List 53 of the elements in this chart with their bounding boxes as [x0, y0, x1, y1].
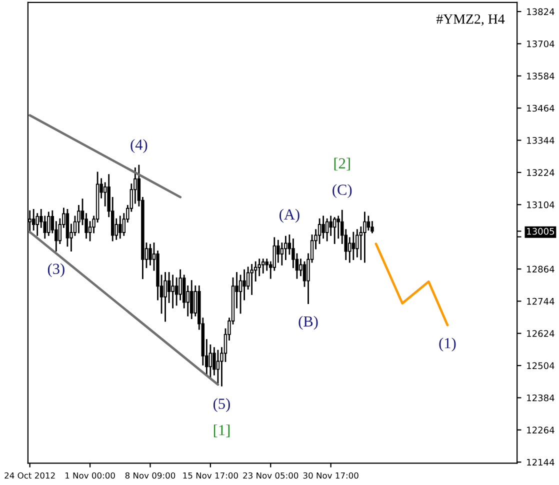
y-tick-label: 12864	[527, 266, 554, 273]
candlestick	[366, 216, 370, 231]
candlestick	[302, 261, 306, 287]
y-tick-label: 12384	[527, 394, 554, 402]
x-tick-label: 15 Nov 17:00	[183, 472, 238, 479]
candlestick	[171, 274, 174, 308]
y-tick-label: 13704	[527, 40, 554, 48]
candlestick	[329, 216, 332, 236]
annotation: [1]	[214, 424, 230, 438]
annotation: (A)	[280, 208, 300, 223]
y-tick-label: 12744	[527, 298, 554, 305]
y-tick-label: 13224	[527, 169, 554, 176]
y-tick-label: 12144	[527, 458, 554, 466]
line-series	[374, 242, 449, 326]
y-tick-label: 13104	[527, 201, 554, 208]
candlestick	[174, 277, 178, 306]
y-tick-label: 12264	[527, 426, 554, 434]
annotation: (C)	[332, 184, 352, 198]
x-tick-label: 23 Nov 05:00	[243, 472, 298, 479]
annotation: (1)	[439, 338, 456, 352]
candlestick	[356, 229, 359, 258]
candlestick	[261, 258, 265, 274]
x-tick-label: 8 Nov 09:00	[125, 472, 176, 479]
annotation: [2]	[334, 158, 350, 170]
annotation: (B)	[298, 316, 318, 330]
text: #YMZ2, H4	[436, 14, 505, 26]
candlestick	[47, 212, 50, 236]
annotation: (4)	[130, 139, 148, 153]
candlestick	[325, 218, 329, 242]
x-tick-label: 30 Nov 17:00	[303, 472, 358, 479]
y-tick-label: 13344	[527, 137, 554, 144]
candlestick	[36, 213, 39, 236]
candlestick	[164, 272, 167, 322]
candlestick	[118, 216, 122, 239]
annotation: (3)	[48, 263, 64, 278]
candlestick	[322, 216, 325, 239]
candlestick	[363, 212, 366, 263]
candlestick	[332, 217, 336, 244]
y-tick-label: 13005	[527, 228, 554, 235]
y-tick-label: 13584	[527, 72, 554, 80]
y-tick-label: 12504	[527, 362, 554, 370]
y-tick-label: 13824	[527, 8, 554, 16]
candlestick	[190, 280, 194, 320]
candlestick	[352, 232, 356, 260]
candlestick	[32, 209, 36, 231]
x-tick-label: 1 Nov 00:00	[66, 472, 115, 479]
y-tick-label: 13464	[527, 104, 554, 112]
candlestick	[216, 350, 220, 384]
y-tick-label: 12624	[527, 330, 554, 337]
annotation: (5)	[213, 398, 230, 412]
candlestick	[250, 264, 254, 295]
x-tick-label: 24 Oct 2012	[4, 472, 55, 479]
candlestick	[242, 269, 246, 300]
